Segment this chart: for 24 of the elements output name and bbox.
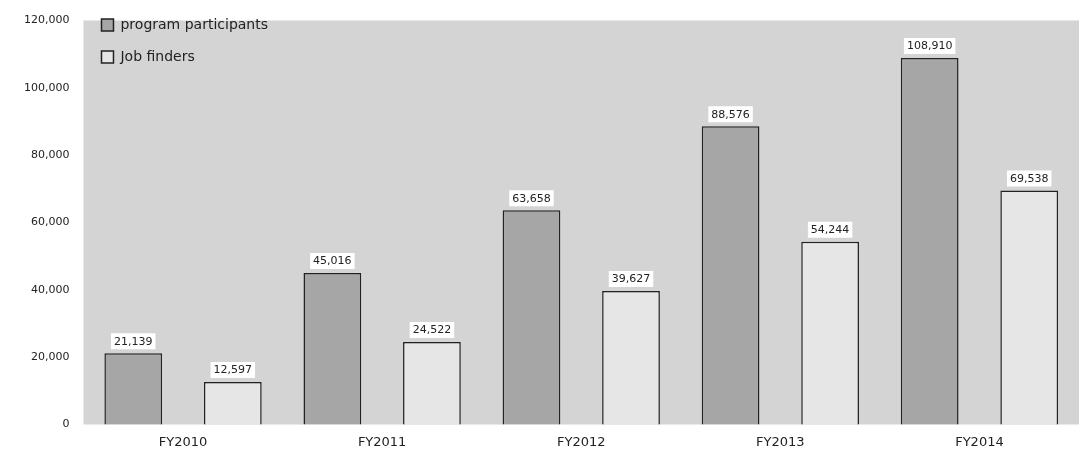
x-tick-label: FY2013: [756, 433, 805, 449]
data-label: 88,576: [711, 107, 750, 121]
data-label: 21,139: [114, 334, 153, 348]
y-tick-label: 80,000: [30, 148, 70, 162]
x-tick-label: FY2012: [556, 433, 606, 449]
y-tick-label: 60,000: [30, 215, 70, 229]
y-tick-label: 120,000: [23, 13, 70, 27]
legend-label: Job finders: [119, 47, 195, 64]
data-label: 108,910: [906, 39, 953, 53]
x-tick-label: FY2014: [955, 433, 1004, 449]
data-label: 54,244: [810, 223, 850, 237]
x-tick-label: FY2010: [158, 433, 208, 449]
y-tick-label: 0: [62, 417, 70, 431]
x-tick-label: FY2011: [357, 433, 407, 449]
y-tick-label: 40,000: [30, 282, 70, 296]
data-label: 12,597: [213, 363, 253, 377]
y-tick-label: 100,000: [23, 80, 70, 94]
legend-label: program participants: [120, 15, 269, 32]
data-label: 45,016: [313, 254, 352, 268]
data-label: 39,627: [611, 272, 651, 286]
y-tick-label: 20,000: [30, 349, 70, 363]
data-label: 69,538: [1009, 171, 1049, 185]
data-label: 24,522: [412, 323, 452, 337]
data-label: 63,658: [512, 191, 551, 205]
